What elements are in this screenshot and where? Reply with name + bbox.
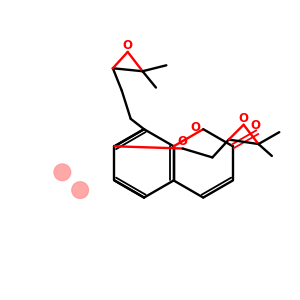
Text: O: O <box>178 136 188 148</box>
Text: O: O <box>251 119 261 132</box>
Text: O: O <box>238 112 249 125</box>
Circle shape <box>72 182 88 198</box>
Text: O: O <box>123 39 133 52</box>
Text: O: O <box>191 121 201 134</box>
Circle shape <box>54 164 70 181</box>
